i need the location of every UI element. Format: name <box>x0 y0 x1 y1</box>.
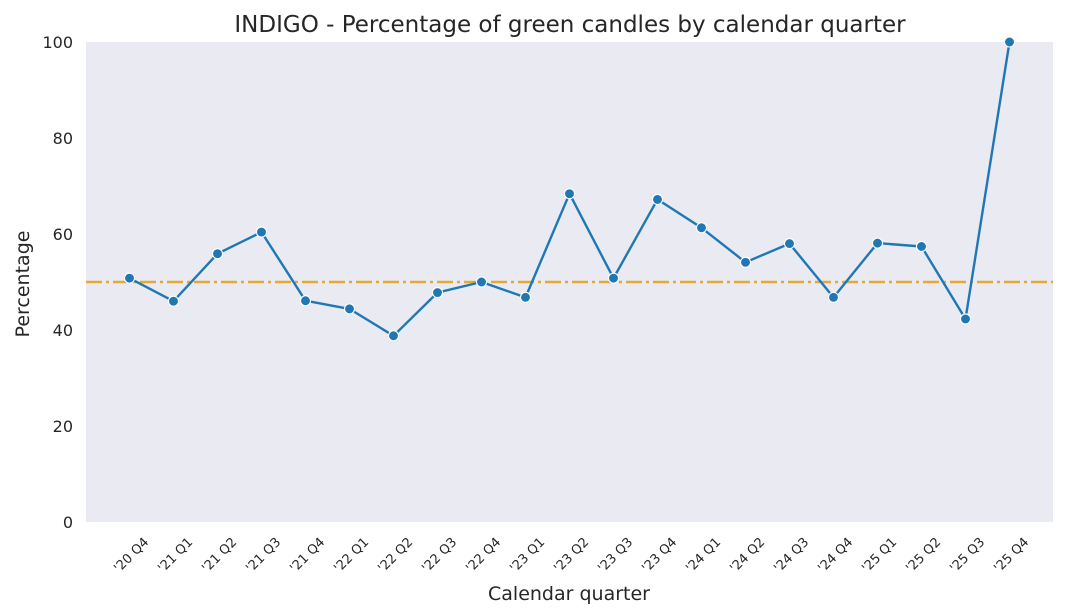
data-point <box>477 277 487 287</box>
data-point <box>653 194 663 204</box>
data-point <box>1005 37 1015 47</box>
x-tick-label: '25 Q2 <box>903 535 944 576</box>
chart-title: INDIGO - Percentage of green candles by … <box>234 12 906 38</box>
x-tick-label: '23 Q4 <box>639 535 680 576</box>
x-tick-label: '21 Q2 <box>199 535 240 576</box>
y-tick-label: 80 <box>53 129 73 148</box>
x-tick-label: '21 Q1 <box>155 535 196 576</box>
x-tick-label: '24 Q3 <box>771 535 812 576</box>
x-tick-label: '24 Q4 <box>815 535 856 576</box>
x-tick-label: '22 Q2 <box>375 535 416 576</box>
x-tick-label: '22 Q4 <box>463 535 504 576</box>
data-point <box>433 288 443 298</box>
y-tick-label: 40 <box>53 321 73 340</box>
x-axis-label: Calendar quarter <box>488 583 650 605</box>
data-point <box>609 273 619 283</box>
y-tick-label: 100 <box>42 33 73 52</box>
x-tick-label: '25 Q4 <box>991 535 1032 576</box>
x-tick-label: '21 Q3 <box>243 535 284 576</box>
x-tick-label: '20 Q4 <box>111 535 152 576</box>
x-tick-label: '22 Q3 <box>419 535 460 576</box>
data-point <box>785 239 795 249</box>
data-point <box>389 331 399 341</box>
data-point <box>873 238 883 248</box>
x-tick-label: '22 Q1 <box>331 535 372 576</box>
y-tick-label: 0 <box>63 513 73 532</box>
x-tick-label: '23 Q1 <box>507 535 548 576</box>
data-point <box>917 241 927 251</box>
x-tick-label: '23 Q2 <box>551 535 592 576</box>
data-point <box>213 249 223 259</box>
y-tick-label: 60 <box>53 225 73 244</box>
data-point <box>565 189 575 199</box>
y-axis-ticks: 0 20 40 60 80 100 <box>42 33 73 532</box>
data-point <box>169 296 179 306</box>
data-point <box>345 304 355 314</box>
data-point <box>521 292 531 302</box>
y-tick-label: 20 <box>53 417 73 436</box>
x-axis-ticks: '20 Q4'21 Q1'21 Q2'21 Q3'21 Q4'22 Q1'22 … <box>111 535 1032 576</box>
x-tick-label: '21 Q4 <box>287 535 328 576</box>
data-point <box>301 296 311 306</box>
x-tick-label: '24 Q2 <box>727 535 768 576</box>
data-point <box>829 292 839 302</box>
x-tick-label: '23 Q3 <box>595 535 636 576</box>
y-axis-label: Percentage <box>12 231 34 338</box>
x-tick-label: '25 Q1 <box>859 535 900 576</box>
data-point <box>697 223 707 233</box>
x-tick-label: '24 Q1 <box>683 535 724 576</box>
data-point <box>257 227 267 237</box>
data-point <box>961 314 971 324</box>
data-point <box>125 273 135 283</box>
data-point <box>741 257 751 267</box>
x-tick-label: '25 Q3 <box>947 535 988 576</box>
